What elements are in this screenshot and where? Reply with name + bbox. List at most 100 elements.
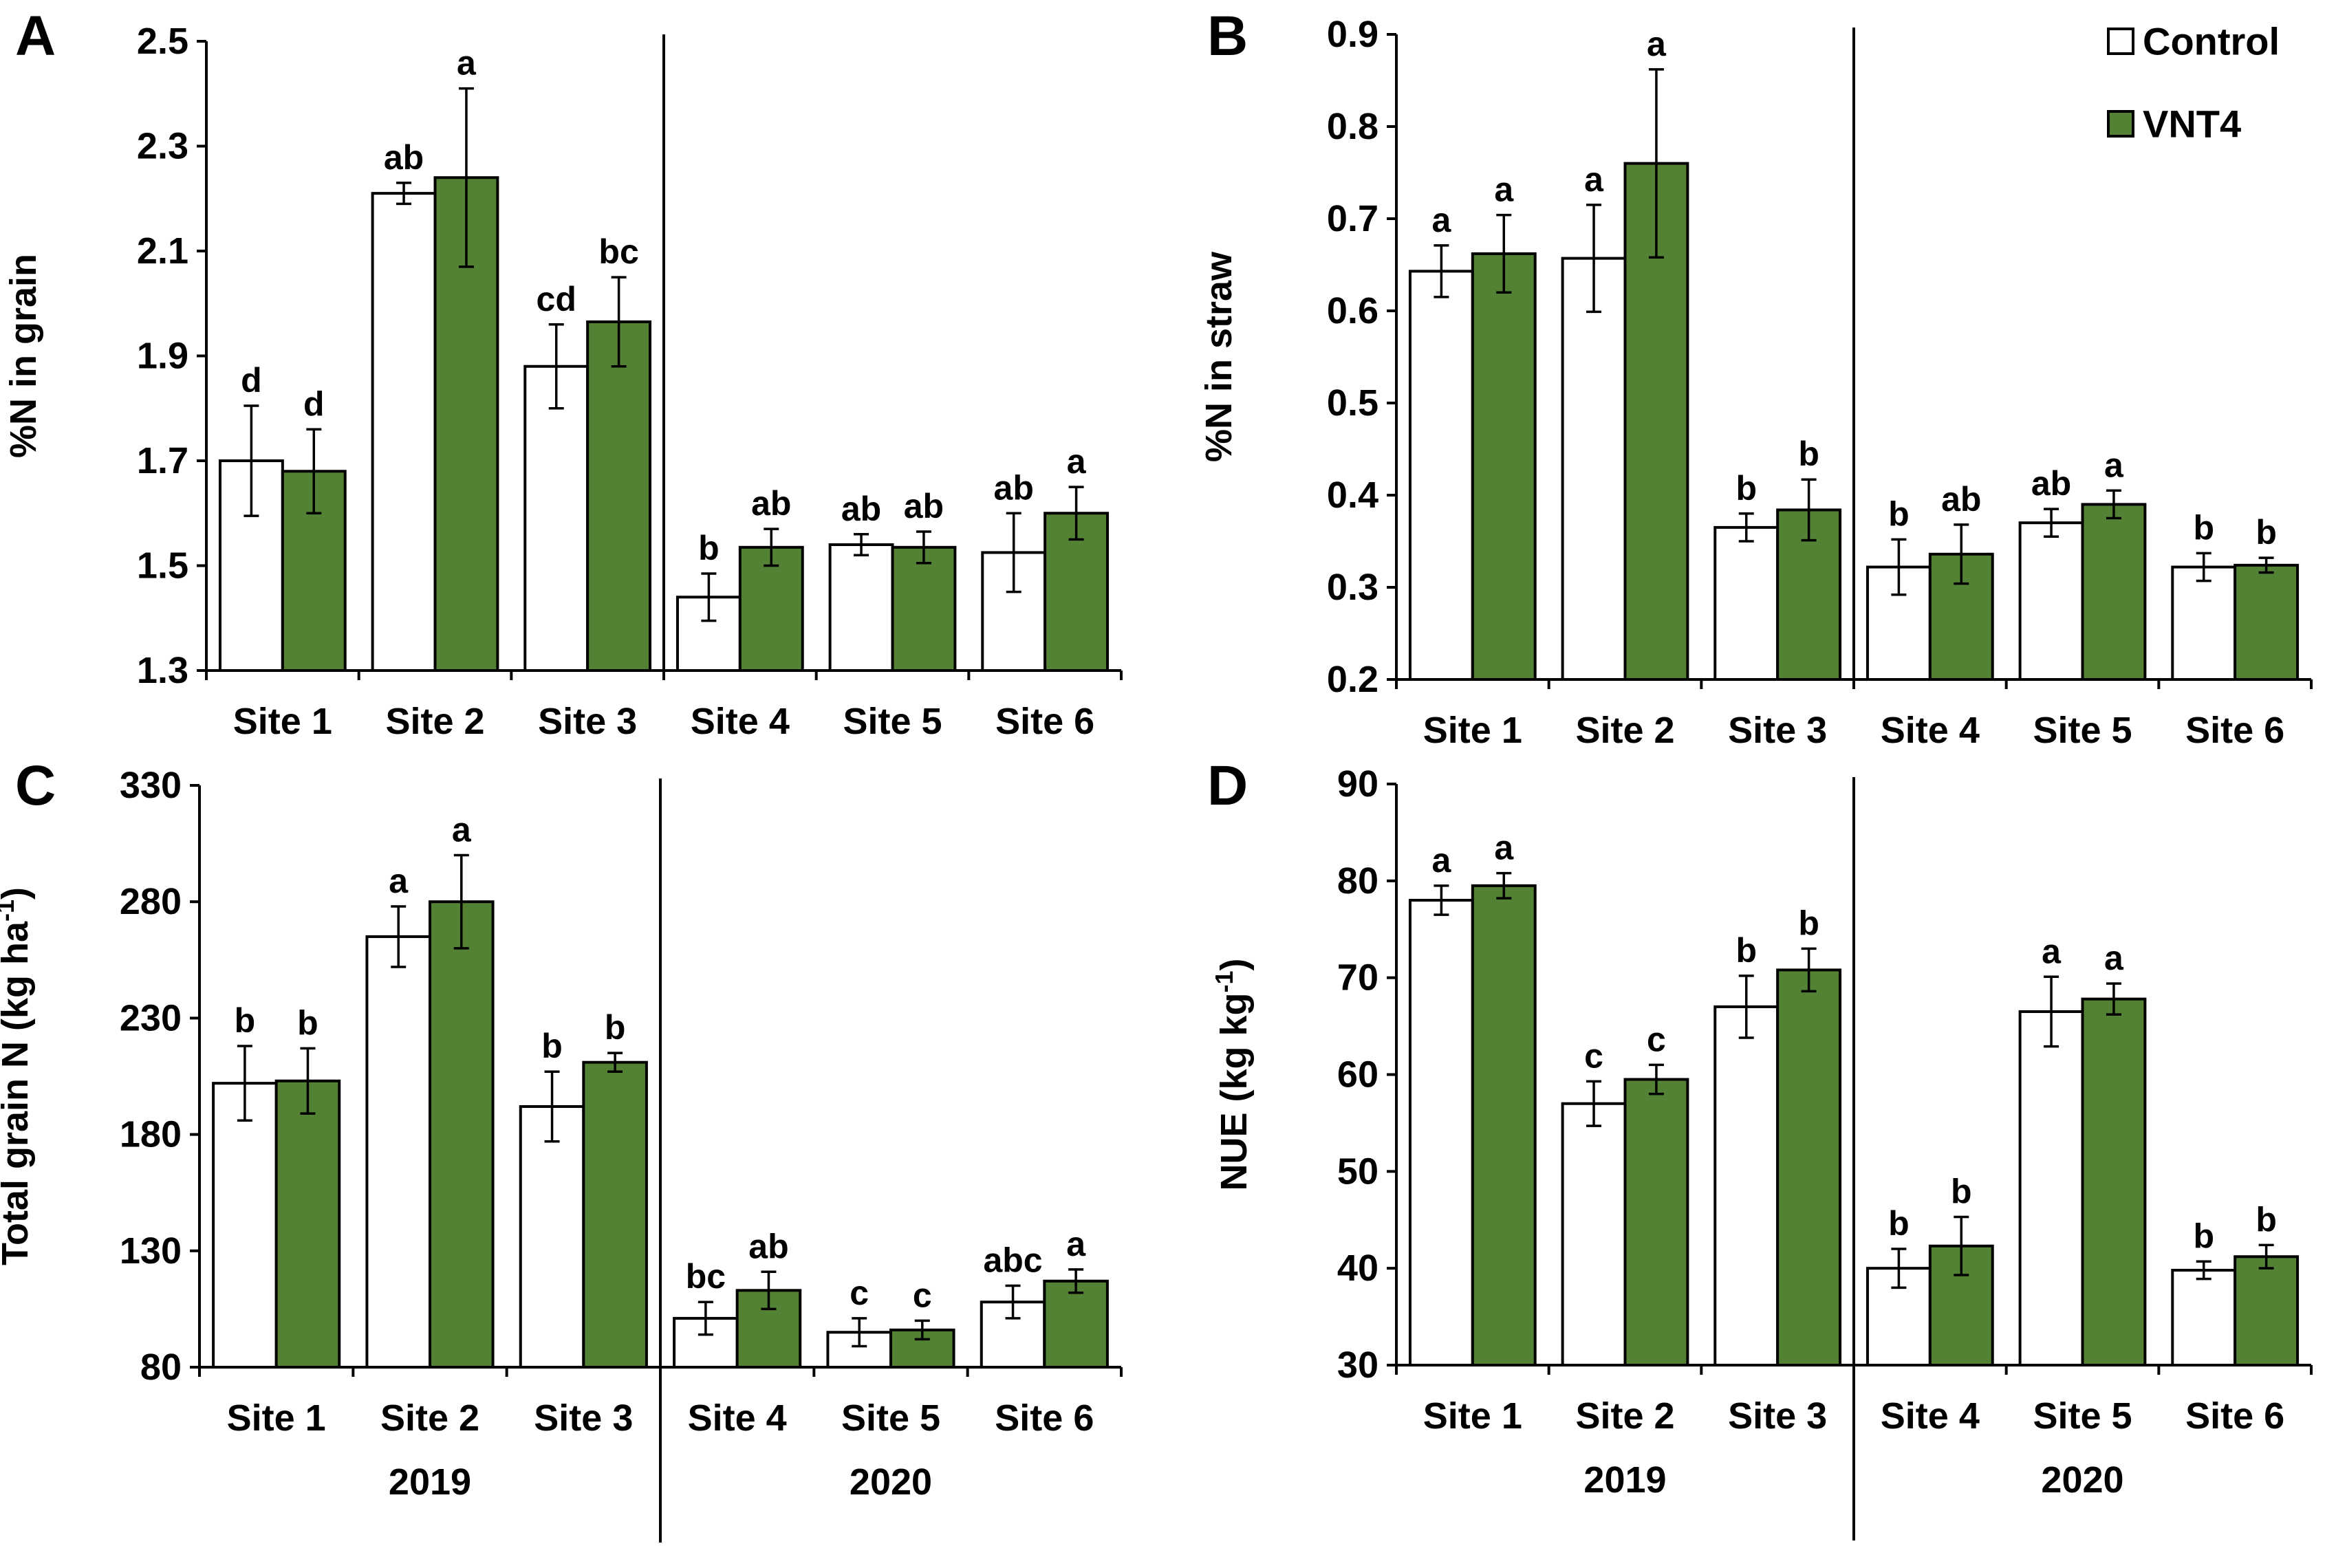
- significance-label: b: [2256, 1200, 2277, 1239]
- bar-vnt4-site-1: [1471, 252, 1537, 682]
- x-tick-label: Site 2: [1575, 710, 1674, 751]
- y-tick-label: 280: [120, 881, 182, 922]
- significance-label: a: [1647, 25, 1667, 63]
- year-label: 2019: [1583, 1459, 1666, 1501]
- significance-label: c: [1584, 1036, 1603, 1075]
- x-tick-label: Site 6: [995, 1397, 1094, 1439]
- y-tick-label: 1.9: [137, 336, 188, 377]
- bar-vnt4-site-6: [2234, 1255, 2300, 1367]
- bar-control-site-2: [1561, 1102, 1627, 1366]
- bar-control-site-5: [2018, 521, 2084, 682]
- x-tick-label: Site 1: [233, 701, 332, 742]
- significance-label: b: [1735, 931, 1757, 970]
- bar-control-site-3: [519, 1104, 585, 1369]
- bar-control-site-5: [828, 543, 894, 672]
- significance-label: b: [541, 1027, 563, 1065]
- legend-control-label: Control: [2143, 20, 2280, 63]
- bar-control-site-1: [212, 1082, 278, 1369]
- x-tick-label: Site 2: [380, 1397, 479, 1439]
- significance-label: b: [1951, 1173, 1972, 1211]
- y-tick-label: 2.5: [137, 21, 188, 62]
- significance-label: b: [297, 1003, 318, 1042]
- significance-label: ab: [384, 138, 424, 177]
- x-tick-label: Site 4: [688, 1397, 787, 1439]
- significance-label: ab: [751, 484, 791, 523]
- x-tick-label: Site 5: [2033, 710, 2132, 751]
- bar-vnt4-site-1: [274, 1079, 341, 1369]
- x-tick-label: Site 2: [385, 701, 484, 742]
- bar-vnt4-site-2: [429, 900, 495, 1369]
- bar-vnt4-site-3: [582, 1060, 648, 1369]
- significance-label: bc: [686, 1257, 726, 1296]
- significance-label: ab: [2031, 464, 2071, 503]
- significance-label: b: [1798, 904, 1819, 942]
- significance-label: a: [1494, 171, 1514, 209]
- year-label: 2020: [850, 1461, 932, 1503]
- panel-letter: C: [15, 754, 56, 817]
- y-tick-label: 1.7: [137, 440, 188, 481]
- x-tick-label: Site 4: [1881, 1395, 1980, 1437]
- bar-vnt4-site-4: [738, 545, 804, 672]
- significance-label: b: [2256, 513, 2277, 552]
- significance-label: ab: [841, 490, 881, 528]
- significance-label: d: [241, 361, 262, 400]
- panel-letter: B: [1207, 5, 1248, 67]
- x-tick-label: Site 5: [843, 701, 942, 742]
- y-axis-label: %N in straw: [1198, 251, 1240, 462]
- y-tick-label: 0.9: [1327, 14, 1378, 55]
- y-tick-label: 1.3: [137, 650, 188, 691]
- significance-label: a: [2104, 446, 2124, 484]
- y-axis-label: Total grain N (kg ha-1): [0, 887, 36, 1265]
- bar-vnt4-site-3: [586, 320, 652, 672]
- significance-label: b: [1735, 469, 1757, 508]
- bar-vnt4-site-6: [2234, 563, 2300, 682]
- y-tick-label: 0.6: [1327, 290, 1378, 331]
- bar-control-site-6: [2171, 1268, 2237, 1366]
- significance-label: a: [457, 44, 477, 83]
- x-tick-label: Site 1: [1423, 1395, 1522, 1437]
- x-tick-label: Site 3: [1728, 710, 1827, 751]
- bar-vnt4-site-6: [1043, 1279, 1109, 1369]
- significance-label: a: [1067, 442, 1087, 481]
- y-tick-label: 0.7: [1327, 198, 1378, 239]
- significance-label: a: [2104, 939, 2124, 977]
- panel-letter: A: [15, 5, 56, 67]
- y-tick-label: 2.1: [137, 230, 188, 272]
- legend-control-swatch: [2107, 28, 2134, 55]
- significance-label: a: [1431, 201, 1451, 239]
- significance-label: ab: [1941, 480, 1981, 519]
- bar-vnt4-site-3: [1776, 968, 1842, 1366]
- y-tick-label: 90: [1337, 763, 1378, 805]
- y-axis-label: %N in grain: [3, 254, 44, 458]
- x-tick-label: Site 3: [538, 701, 637, 742]
- y-tick-label: 0.4: [1327, 475, 1378, 516]
- y-tick-label: 40: [1337, 1248, 1378, 1289]
- y-tick-label: 230: [120, 997, 182, 1038]
- bar-control-site-2: [365, 935, 432, 1369]
- significance-label: b: [605, 1008, 626, 1047]
- y-tick-label: 0.8: [1327, 106, 1378, 147]
- bar-control-site-3: [1713, 525, 1780, 682]
- panel-a: A %N in grain 1.3 1.5 1.7 1.9 2.1 2.3 2.5 d d Site …: [3, 5, 1123, 742]
- y-tick-label: 80: [140, 1347, 182, 1388]
- x-tick-label: Site 3: [1728, 1395, 1827, 1437]
- significance-label: b: [235, 1001, 256, 1040]
- y-tick-label: 130: [120, 1230, 182, 1272]
- y-tick-label: 0.5: [1327, 382, 1378, 424]
- y-tick-label: 70: [1337, 957, 1378, 999]
- bar-control-site-1: [1408, 270, 1474, 681]
- significance-label: b: [1798, 435, 1819, 473]
- bar-control-site-2: [371, 192, 437, 672]
- y-tick-label: 60: [1337, 1054, 1378, 1096]
- bar-control-site-1: [218, 459, 284, 672]
- legend-vnt4-label: VNT4: [2143, 102, 2241, 146]
- panel-c: C Total grain N (kg ha-1) 80 130 180 230 280 33…: [0, 754, 1123, 1543]
- y-tick-label: 0.3: [1327, 567, 1378, 608]
- significance-label: a: [1066, 1225, 1086, 1263]
- x-tick-label: Site 1: [227, 1397, 326, 1439]
- x-tick-label: Site 5: [841, 1397, 940, 1439]
- x-tick-label: Site 6: [2185, 1395, 2284, 1437]
- y-tick-label: 1.5: [137, 545, 188, 587]
- significance-label: b: [2193, 1217, 2214, 1255]
- bar-vnt4-site-5: [2081, 503, 2147, 682]
